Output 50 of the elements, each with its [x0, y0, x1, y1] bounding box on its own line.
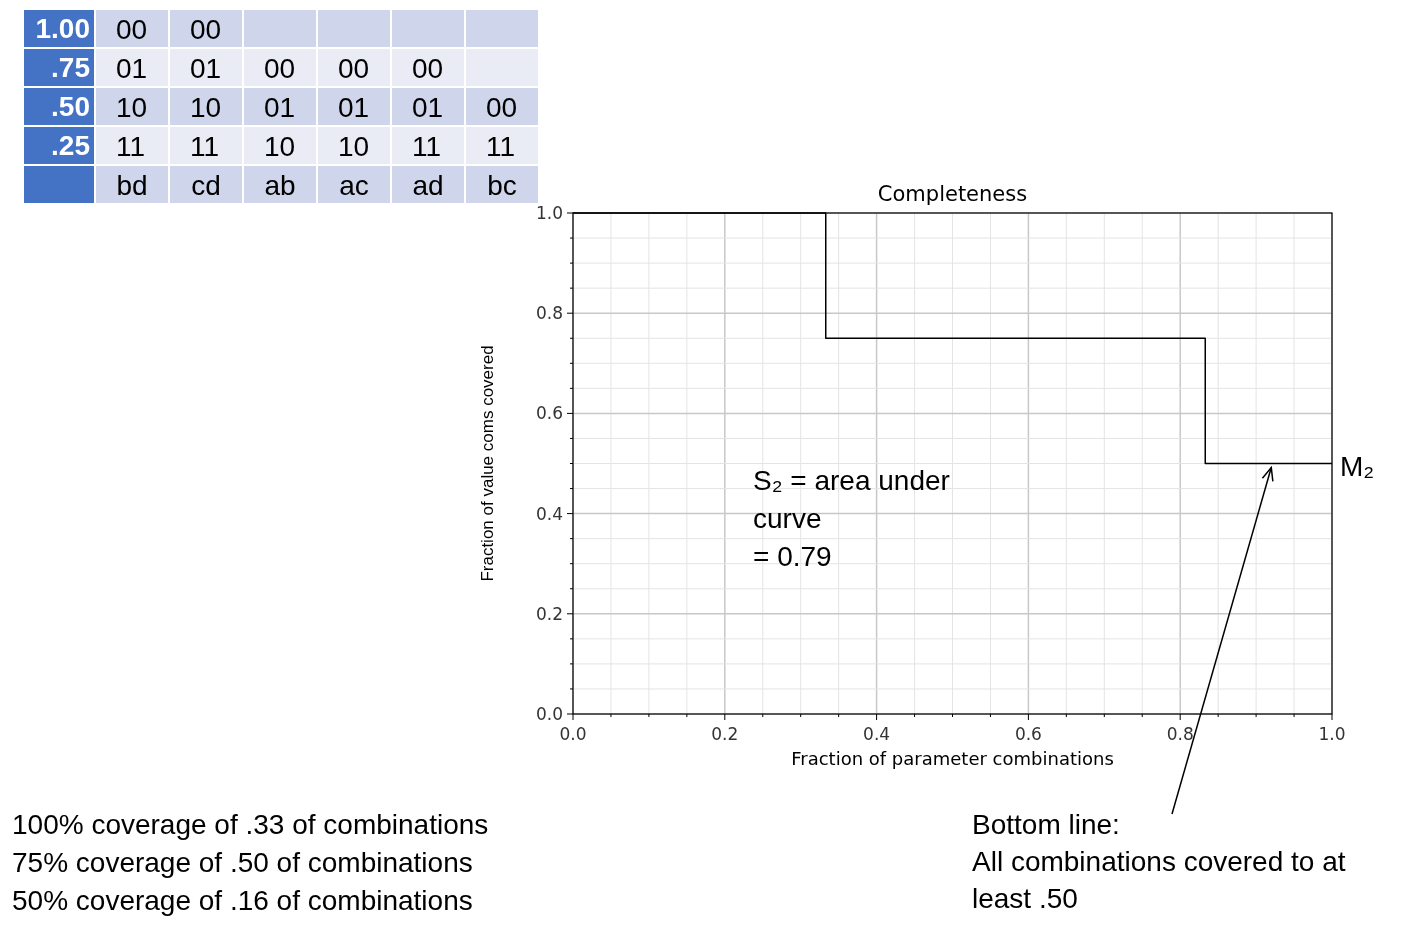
x-tick-label: 0.2	[711, 724, 739, 744]
chart-title: Completeness	[877, 182, 1028, 206]
text: 75% coverage of .50 of combinations	[12, 847, 473, 878]
x-tick-label: ad	[412, 170, 444, 201]
y-tick-label: 0.2	[535, 603, 563, 624]
text: 11	[116, 131, 146, 162]
text: 00	[116, 14, 148, 45]
annotation: Bottom line: All combinations covered to at least .50	[972, 809, 1346, 914]
text: 01	[116, 53, 148, 84]
text: 01	[412, 92, 444, 123]
text: 100% coverage of .33 of combinations	[12, 809, 489, 840]
y-tick-label: 1.00	[35, 13, 90, 44]
text: 10	[190, 92, 222, 123]
annotation: M₂	[1340, 450, 1375, 482]
text: 00	[264, 53, 296, 84]
y-tick-label: 0.8	[535, 303, 563, 324]
y-tick-label: 0.6	[535, 403, 563, 424]
x-tick-label: bc	[487, 170, 517, 201]
y-tick-label: 0.4	[535, 503, 563, 524]
y-tick-label: .75	[51, 52, 90, 83]
x-tick-label: cd	[191, 170, 221, 201]
x-tick-label: bd	[116, 170, 148, 201]
x-tick-label: 0.8	[1166, 724, 1194, 744]
text: 10	[116, 92, 148, 123]
text: 01	[190, 53, 222, 84]
text: 01	[338, 92, 370, 123]
x-tick-label: 0.4	[863, 724, 891, 744]
text: 10	[338, 131, 370, 162]
x-tick-label: 1.0	[1318, 724, 1346, 744]
x-tick-label: ac	[339, 170, 369, 201]
text: 50% coverage of .16 of combinations	[12, 885, 473, 916]
text: 00	[190, 14, 222, 45]
x-tick-label: ab	[264, 170, 296, 201]
text: 11	[412, 131, 442, 162]
y-tick-label: .50	[51, 91, 90, 122]
y-tick-label: .25	[51, 130, 90, 161]
y-tick-label: 0.0	[535, 704, 563, 724]
x-axis-title: Fraction of parameter combinations	[791, 748, 1114, 769]
y-tick-label: 1.0	[535, 203, 563, 223]
annotation: S₂ = area under curve = 0.79	[753, 465, 950, 572]
text: 10	[264, 131, 296, 162]
text: 00	[338, 53, 370, 84]
text: 01	[264, 92, 296, 123]
x-tick-label: 0.6	[1014, 724, 1042, 744]
y-axis-title: Fraction of value coms covered	[478, 345, 497, 582]
text: 00	[486, 92, 518, 123]
text: 11	[486, 131, 516, 162]
text: 11	[190, 131, 220, 162]
x-tick-label: 0.0	[559, 724, 587, 744]
text: 00	[412, 53, 444, 84]
